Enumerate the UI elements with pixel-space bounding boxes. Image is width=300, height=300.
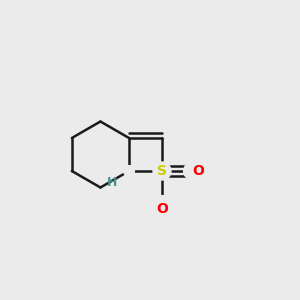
Circle shape — [153, 162, 171, 180]
Text: H: H — [107, 176, 118, 189]
Circle shape — [184, 163, 200, 179]
Circle shape — [154, 196, 170, 212]
Text: O: O — [156, 202, 168, 216]
Text: O: O — [193, 164, 205, 178]
Circle shape — [124, 166, 134, 176]
Text: S: S — [157, 164, 167, 178]
